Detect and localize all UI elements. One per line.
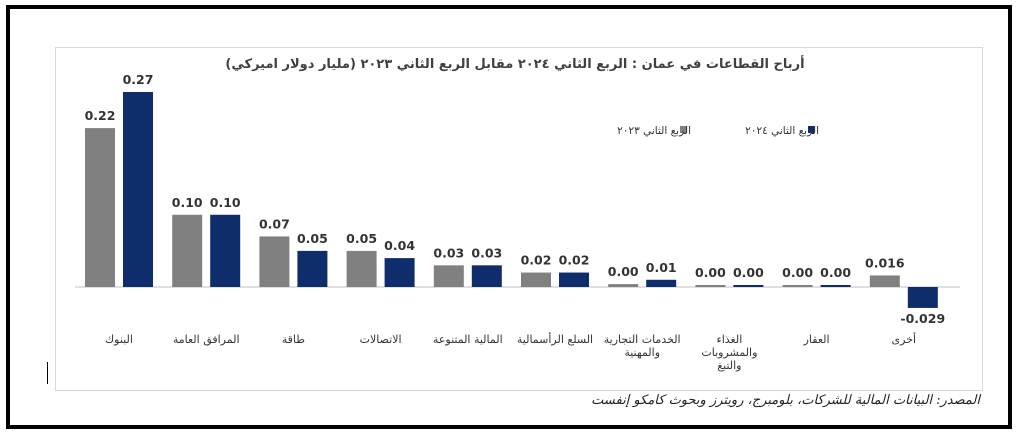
category-label: والمشروبات [701,346,757,359]
data-label: 0.00 [733,265,764,280]
data-label: 0.22 [85,108,116,123]
bar-q2-2024 [733,285,764,287]
bar-q2-2024 [123,92,153,287]
data-label: 0.10 [210,195,241,210]
bar-q2-2024 [559,272,589,287]
category-label: العقار [803,333,830,346]
data-label: 0.02 [521,253,552,268]
axis-marker [47,362,48,384]
bar-q2-2023 [85,128,115,287]
bar-q2-2024 [471,265,502,287]
bar-q2-2023 [782,285,813,287]
plot-area [55,47,983,391]
data-label: 0.02 [559,253,590,268]
bar-q2-2024 [646,279,677,287]
data-label: 0.01 [646,260,677,275]
data-label: 0.00 [820,265,851,280]
data-label: 0.016 [865,255,905,270]
data-label: 0.07 [259,216,290,231]
bar-q2-2023 [695,285,726,287]
chart-title: أرباح القطاعات في عمان : الربع الثاني ٢٠… [225,55,804,72]
bar-q2-2023 [521,272,551,287]
category-label: الخدمات التجارية [604,333,681,346]
data-label: 0.00 [608,264,639,279]
legend-swatch [808,126,815,133]
data-label: 0.05 [346,231,377,246]
chart-frame [6,5,1012,429]
category-label: الغذاء [717,333,743,346]
bar-q2-2024 [384,258,415,287]
data-label: 0.10 [172,195,203,210]
bar-q2-2023 [869,275,900,287]
bar-q2-2024 [210,214,241,287]
category-label: والمهنية [624,346,660,359]
bar-q2-2023 [259,236,290,287]
category-label: والتبغ [717,359,741,372]
legend-swatch [680,126,687,133]
category-label: السلع الرأسمالية [517,332,593,346]
category-label: المرافق العامة [173,333,240,347]
category-label: الاتصالات [360,333,402,346]
bar-q2-2023 [433,265,464,287]
data-label: 0.27 [123,72,154,87]
data-label: 0.00 [695,265,726,280]
category-label: أخرى [892,332,917,346]
category-label: البنوك [105,333,133,346]
data-label: 0.03 [471,245,502,260]
bar-q2-2023 [608,284,639,287]
bar-q2-2023 [346,250,377,287]
source-note: المصدر: البيانات المالية للشركات، بلومبر… [591,393,980,408]
category-label: المالية المتنوعة [433,333,503,346]
legend-label: الربع الثاني ٢٠٢٣ [617,125,691,137]
bar-q2-2024 [907,287,938,308]
bar-q2-2024 [297,250,328,287]
data-label: 0.03 [433,245,464,260]
data-label: 0.04 [384,238,415,253]
data-label: -0.029 [900,311,945,326]
bar-q2-2023 [172,214,203,287]
bar-q2-2024 [820,285,851,287]
data-label: 0.00 [782,265,813,280]
data-label: 0.05 [297,231,328,246]
category-label: طاقة [282,333,306,346]
legend-label: الربع الثاني ٢٠٢٤ [745,125,819,137]
